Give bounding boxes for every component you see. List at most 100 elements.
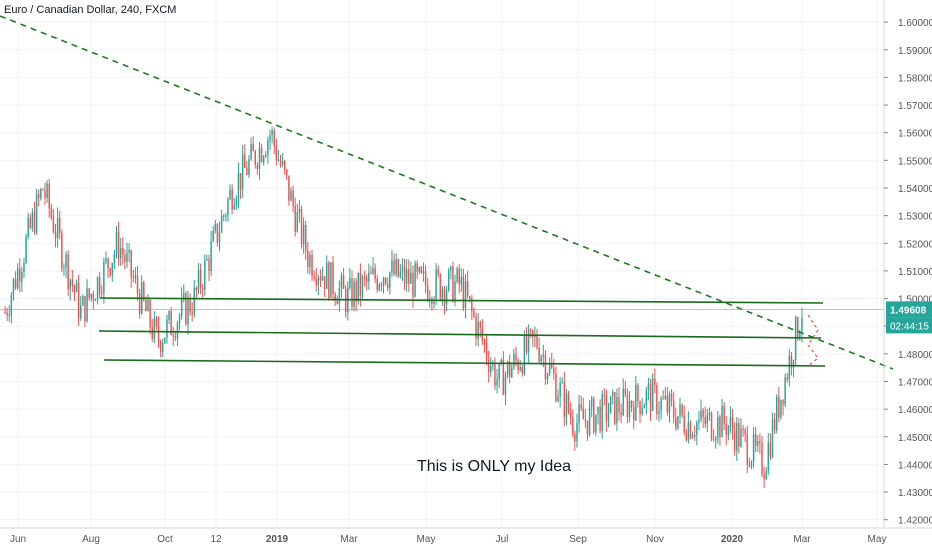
- candle-body: [439, 274, 442, 300]
- candle-body: [10, 295, 13, 315]
- candle-body: [464, 281, 467, 308]
- candle-body: [227, 199, 229, 216]
- candle-body: [180, 297, 183, 316]
- candle-body: [792, 360, 795, 368]
- candle-body: [422, 271, 425, 273]
- candle-body: [48, 183, 50, 209]
- candle-body: [294, 206, 296, 232]
- candle-body: [786, 377, 788, 380]
- candle-body: [799, 331, 801, 339]
- candle-body: [241, 154, 244, 190]
- candle-body: [111, 262, 114, 276]
- candle-body: [527, 329, 530, 352]
- candle-body: [14, 278, 17, 289]
- candle-body: [172, 335, 174, 337]
- candle-body: [162, 343, 164, 352]
- candle-body: [641, 408, 643, 415]
- candle-body: [450, 266, 452, 271]
- candle-body: [332, 262, 334, 295]
- candle-body: [723, 406, 725, 424]
- candle-body: [395, 259, 397, 275]
- candle-body: [675, 417, 677, 429]
- candle-body: [738, 423, 740, 447]
- last-price-label: 1.49608: [890, 305, 927, 316]
- candle-body: [65, 254, 67, 268]
- candle-body: [794, 317, 797, 361]
- candle-body: [277, 159, 280, 161]
- candle-body: [336, 300, 339, 305]
- candle-body: [176, 323, 179, 339]
- candle-body: [431, 298, 433, 304]
- candle-body: [378, 284, 381, 290]
- candle-body: [216, 223, 219, 243]
- candle-body: [744, 429, 746, 435]
- candle-body: [656, 384, 658, 414]
- candle-body: [153, 317, 156, 339]
- candle-body: [595, 414, 597, 433]
- candle-body: [710, 412, 713, 440]
- candle-body: [315, 278, 317, 285]
- candle-body: [473, 310, 475, 317]
- candle-body: [681, 404, 683, 416]
- candle-body: [508, 361, 511, 378]
- candle-body: [288, 175, 290, 201]
- candle-body: [487, 359, 490, 373]
- candle-body: [639, 401, 641, 415]
- candle-body: [384, 277, 387, 284]
- candle-body: [687, 422, 690, 441]
- candle-body: [12, 278, 15, 296]
- candle-body: [359, 272, 362, 296]
- candle-body: [660, 398, 662, 411]
- candle-body: [597, 406, 599, 415]
- candle-body: [269, 135, 271, 141]
- candle-body: [624, 388, 627, 395]
- candle-body: [637, 384, 639, 402]
- candle-body: [740, 428, 742, 447]
- candle-body: [517, 360, 519, 371]
- candle-body: [386, 283, 389, 288]
- candle-body: [456, 268, 458, 282]
- candle-body: [309, 255, 311, 268]
- candle-body: [71, 279, 74, 286]
- candle-body: [115, 231, 118, 254]
- candle-body: [500, 359, 503, 364]
- candle-body: [349, 278, 351, 288]
- candle-body: [536, 334, 538, 348]
- projection-arrow: [807, 314, 819, 367]
- candle-body: [183, 293, 185, 298]
- candle-body: [588, 406, 591, 435]
- candle-body: [82, 296, 84, 306]
- candle-body: [273, 130, 275, 146]
- candle-body: [651, 378, 654, 411]
- candle-body: [502, 359, 505, 395]
- candle-body: [319, 277, 322, 281]
- candle-body: [208, 258, 210, 271]
- candle-body: [628, 400, 631, 418]
- candle-body: [426, 285, 429, 301]
- candle-body: [658, 410, 660, 414]
- candle-body: [504, 374, 507, 395]
- candle-body: [199, 269, 202, 288]
- candle-body: [555, 373, 557, 402]
- candle-body: [88, 288, 90, 298]
- candle-body: [174, 336, 177, 339]
- x-tick-label: Nov: [646, 534, 664, 545]
- candle-body: [414, 263, 416, 297]
- candle-body: [475, 316, 477, 339]
- candle-body: [490, 365, 492, 373]
- candle-body: [590, 398, 593, 407]
- candle-body: [8, 314, 10, 316]
- candle-body: [50, 208, 53, 218]
- y-tick-label: 1.56000: [898, 129, 932, 140]
- candle-body: [525, 335, 528, 352]
- candle-body: [630, 400, 633, 408]
- candle-body: [620, 412, 622, 416]
- candle-body: [271, 130, 273, 136]
- candle-body: [113, 253, 116, 263]
- candle-body: [609, 396, 612, 414]
- candle-body: [275, 145, 278, 161]
- candle-body: [281, 160, 284, 165]
- y-tick-label: 1.45000: [898, 433, 932, 444]
